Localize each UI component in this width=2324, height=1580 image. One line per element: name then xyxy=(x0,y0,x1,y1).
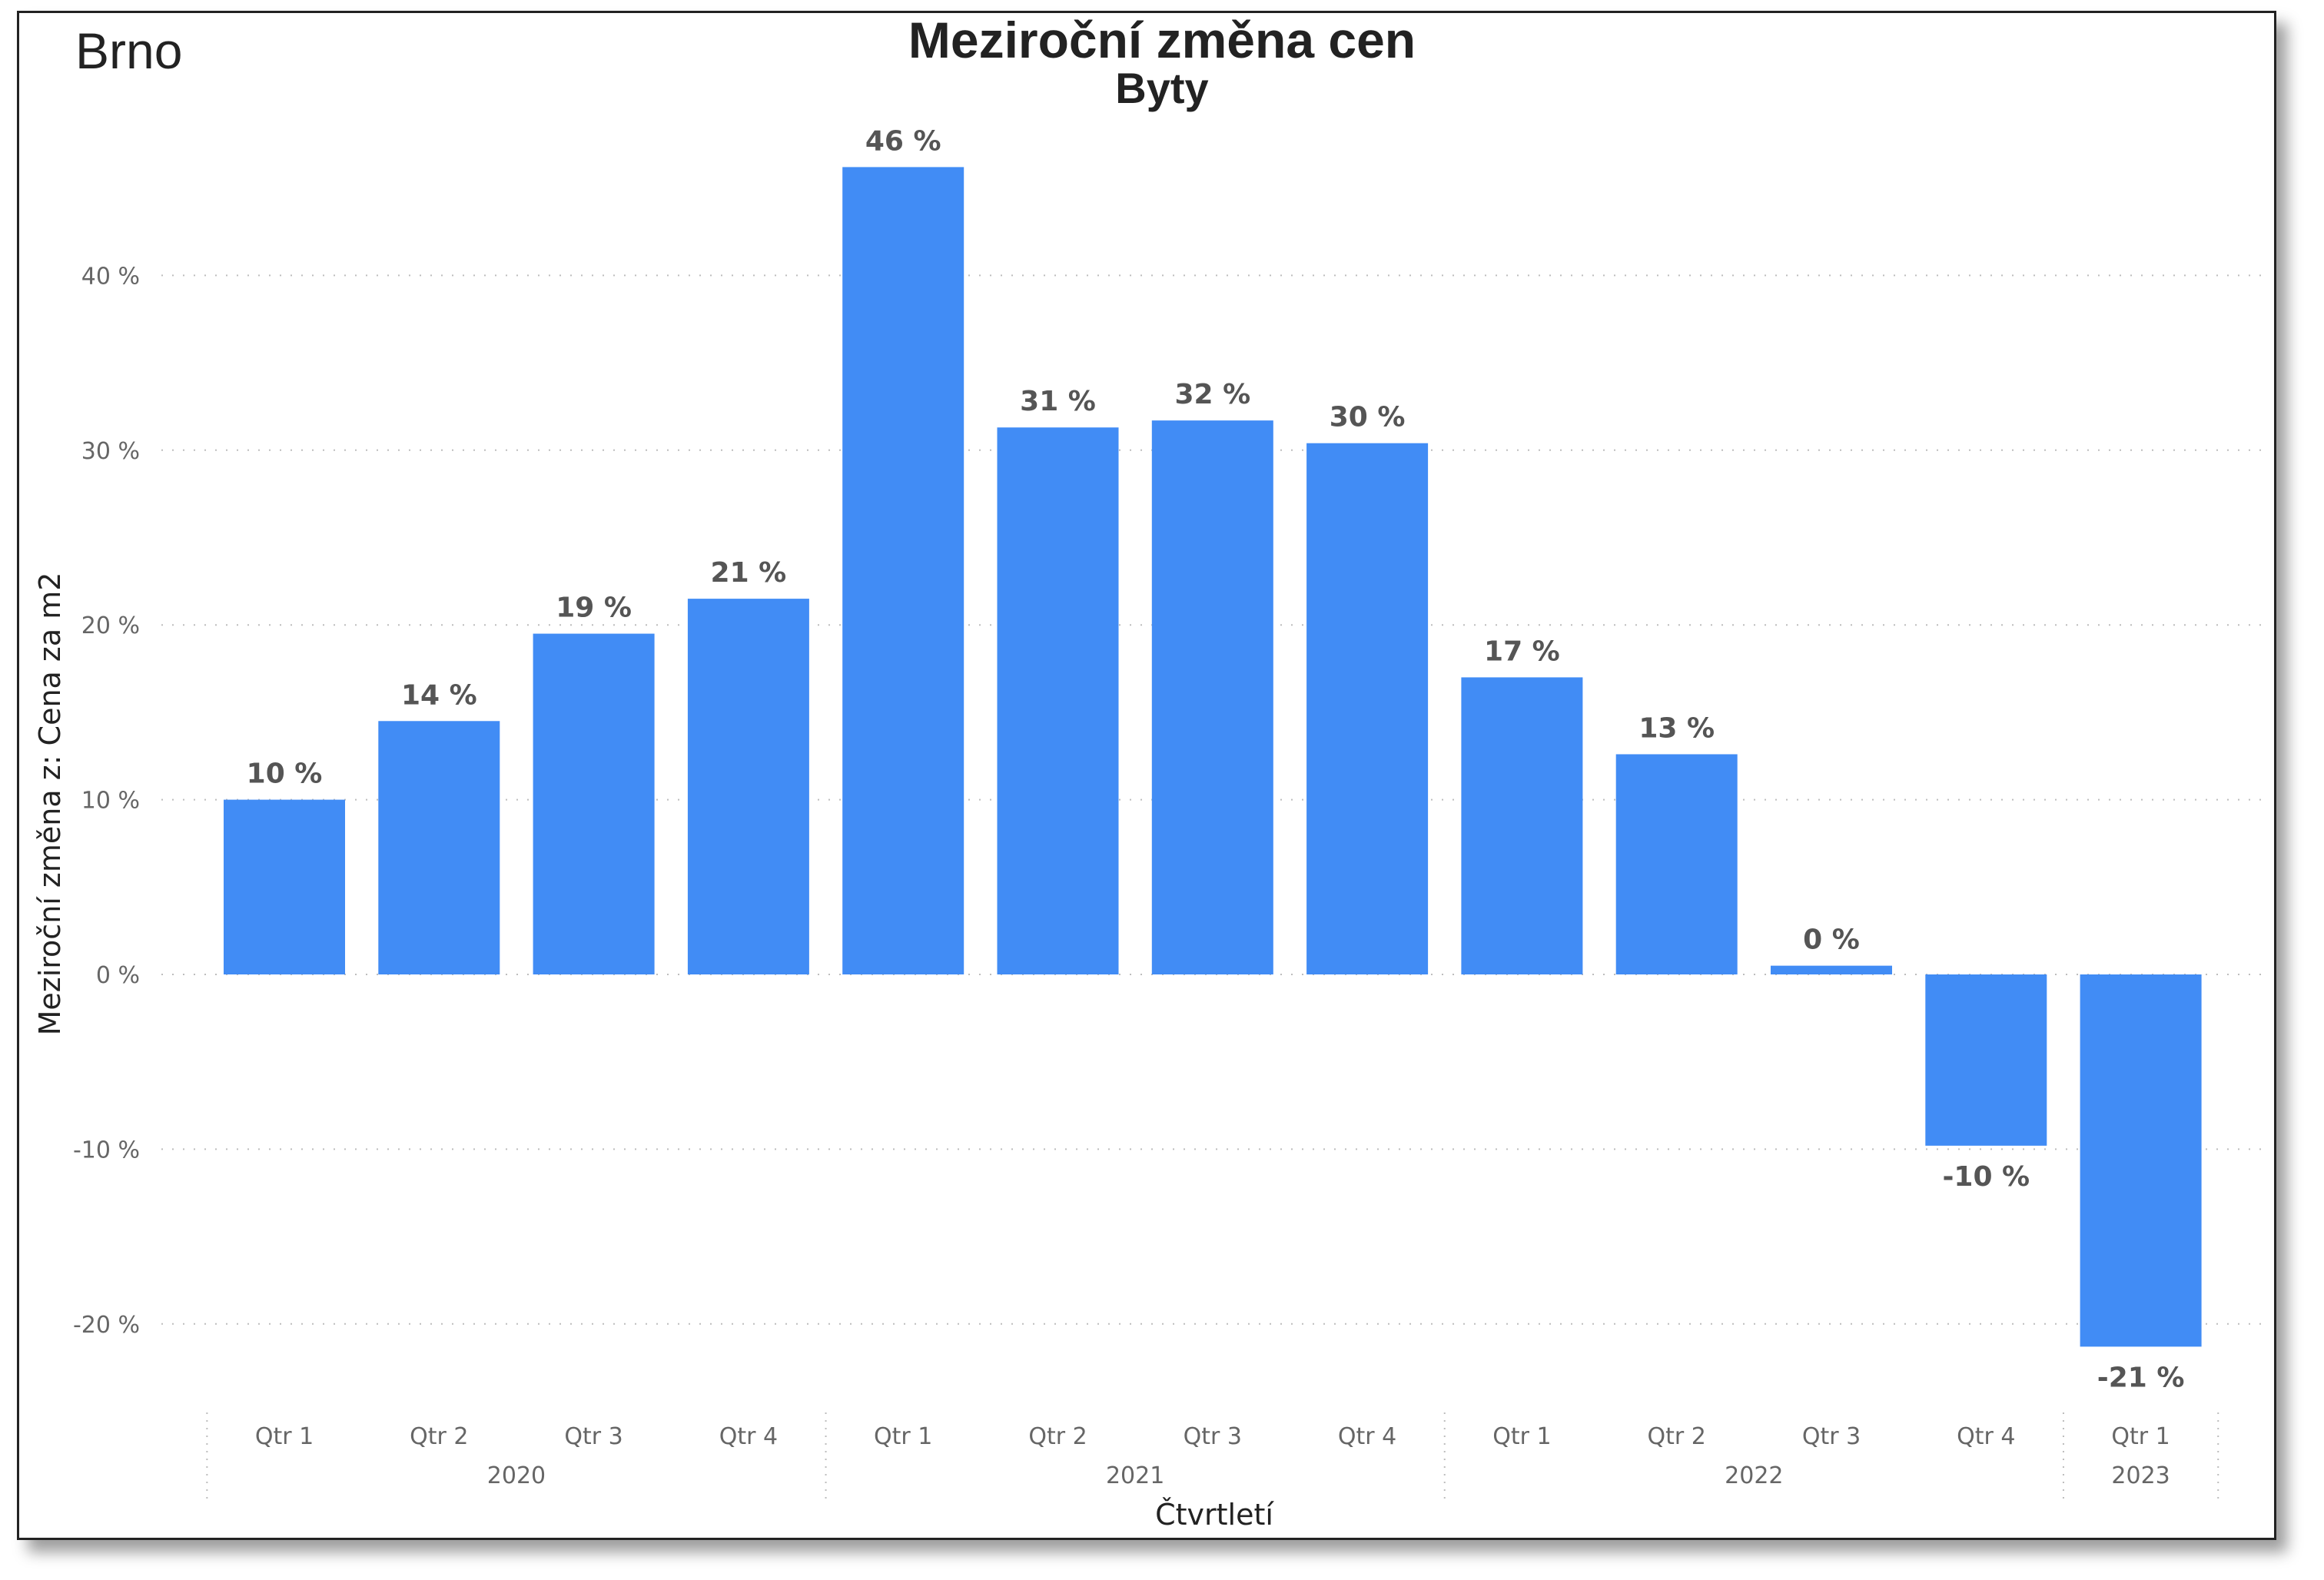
data-label: 17 % xyxy=(1484,636,1560,667)
y-axis-ticks: 40 % 30 % 20 % 10 % 0 % -10 % -20 % xyxy=(73,263,140,1338)
data-label: 30 % xyxy=(1330,402,1406,433)
x-tick-label: Qtr 1 xyxy=(874,1423,932,1450)
y-tick-label: 40 % xyxy=(81,263,140,290)
chart-title: Meziroční změna cen xyxy=(908,12,1416,68)
x-tick-label: Qtr 4 xyxy=(1957,1423,2015,1450)
data-label: 0 % xyxy=(1803,924,1860,956)
y-tick-label: 30 % xyxy=(81,438,140,465)
bar[interactable] xyxy=(1925,974,2047,1146)
bar[interactable] xyxy=(687,599,809,974)
x-tick-label: Qtr 3 xyxy=(564,1423,622,1450)
bar[interactable] xyxy=(1151,420,1273,974)
x-tick-label: Qtr 4 xyxy=(1338,1423,1396,1450)
data-labels: 10 % 14 % 19 % 21 % 46 % 31 % 32 % 30 % 17 % 13 %… xyxy=(247,125,2185,1393)
x-tick-label: Qtr 2 xyxy=(410,1423,468,1450)
bar[interactable] xyxy=(997,427,1119,974)
data-label: 46 % xyxy=(865,125,941,157)
x-year-label: 2021 xyxy=(1106,1462,1164,1489)
bars xyxy=(224,167,2202,1347)
x-tick-label: Qtr 2 xyxy=(1028,1423,1087,1450)
bar[interactable] xyxy=(1306,443,1429,974)
data-label: 10 % xyxy=(247,758,323,790)
bar[interactable] xyxy=(842,167,964,975)
y-tick-label: -10 % xyxy=(73,1137,140,1163)
x-tick-label: Qtr 1 xyxy=(1492,1423,1551,1450)
city-label: Brno xyxy=(75,22,183,79)
x-year-label: 2023 xyxy=(2111,1462,2170,1489)
bar[interactable] xyxy=(1461,677,1583,974)
data-label: 14 % xyxy=(401,679,477,711)
data-label: -10 % xyxy=(1942,1161,2030,1193)
data-label: 21 % xyxy=(711,557,787,589)
x-tick-label: Qtr 1 xyxy=(255,1423,314,1450)
x-tick-label: Qtr 2 xyxy=(1648,1423,1706,1450)
data-label: -21 % xyxy=(2097,1362,2185,1393)
data-label: 19 % xyxy=(556,592,632,624)
bar[interactable] xyxy=(378,721,500,974)
y-tick-label: 0 % xyxy=(96,962,140,989)
x-axis: Qtr 1 Qtr 2 Qtr 3 Qtr 4 Qtr 1 Qtr 2 Qtr 3 Qtr 4… xyxy=(206,1412,2219,1499)
gridlines xyxy=(161,274,2267,1325)
data-label: 31 % xyxy=(1020,386,1096,417)
chart-subtitle: Byty xyxy=(1115,64,1209,112)
bar[interactable] xyxy=(1615,754,1738,974)
bar[interactable] xyxy=(2080,974,2202,1347)
x-year-label: 2022 xyxy=(1725,1462,1783,1489)
bar[interactable] xyxy=(224,799,345,974)
x-tick-label: Qtr 1 xyxy=(2111,1423,2170,1450)
data-label: 13 % xyxy=(1638,712,1715,744)
y-axis-title: Meziroční změna z: Cena za m2 xyxy=(33,573,67,1036)
x-axis-title: Čtvrtletí xyxy=(1155,1498,1274,1532)
x-tick-label: Qtr 3 xyxy=(1802,1423,1861,1450)
x-year-label: 2020 xyxy=(487,1462,546,1489)
x-tick-label: Qtr 3 xyxy=(1184,1423,1242,1450)
y-tick-label: 10 % xyxy=(81,788,140,815)
data-label: 32 % xyxy=(1174,379,1250,410)
bar[interactable] xyxy=(1771,965,1892,974)
y-tick-label: 20 % xyxy=(81,612,140,639)
x-tick-label: Qtr 4 xyxy=(719,1423,778,1450)
y-tick-label: -20 % xyxy=(73,1312,140,1339)
bar[interactable] xyxy=(533,633,655,974)
